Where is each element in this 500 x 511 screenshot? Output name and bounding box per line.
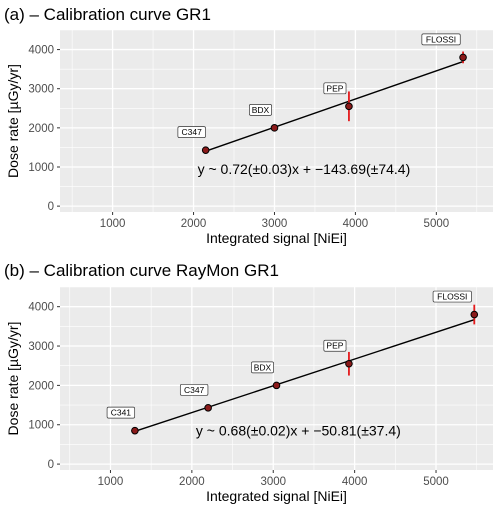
data-point	[201, 146, 210, 154]
y-axis-title: Dose rate [µGy/yr]	[5, 322, 21, 436]
x-tick-label: 2000	[181, 218, 207, 230]
point-label-box	[251, 361, 274, 374]
plot-panel	[60, 30, 493, 212]
data-point	[270, 124, 279, 132]
x-tick-label: 1000	[100, 218, 126, 230]
point-label: C347	[184, 385, 205, 395]
point-label-box	[177, 126, 206, 139]
point-label-box	[323, 339, 347, 352]
point-label: FLOSSI	[437, 292, 467, 302]
point-label-box	[249, 103, 272, 116]
data-point	[345, 102, 353, 111]
x-tick-label: 3000	[262, 218, 288, 230]
data-point	[459, 53, 467, 62]
y-tick-label: 4000	[28, 45, 54, 57]
x-tick-label: 4000	[342, 476, 368, 488]
point-label: BDX	[254, 362, 272, 372]
point-label: BDX	[252, 105, 270, 115]
x-axis-title: Integrated signal [NiEi]	[206, 230, 347, 246]
fit-equation: y ~ 0.68(±0.02)x + −50.81(±37.4)	[196, 423, 401, 439]
y-tick-label: 2000	[28, 380, 54, 392]
point-label-box	[106, 406, 136, 419]
fit-line	[134, 319, 475, 432]
point-label-box	[323, 82, 347, 95]
x-tick-label: 4000	[343, 218, 369, 230]
fit-line	[205, 60, 464, 152]
point-label: C341	[111, 408, 132, 418]
y-tick-label: 3000	[28, 84, 54, 96]
data-point	[204, 404, 212, 412]
y-axis-title: Dose rate [µGy/yr]	[5, 64, 21, 178]
y-tick-label: 1000	[28, 420, 54, 432]
y-tick-label: 2000	[28, 123, 54, 135]
x-tick-label: 2000	[179, 476, 205, 488]
x-tick-label: 1000	[98, 476, 124, 488]
point-label-box	[432, 290, 472, 303]
point-label: PEP	[326, 341, 343, 351]
chart-title: (b) – Calibration curve RayMon GR1	[4, 261, 279, 280]
x-axis-title: Integrated signal [NiEi]	[206, 488, 347, 504]
chart-title: (a) – Calibration curve GR1	[4, 5, 211, 24]
fit-equation: y ~ 0.72(±0.03)x + −143.69(±74.4)	[198, 161, 411, 177]
point-label: PEP	[326, 83, 343, 93]
data-point	[345, 359, 353, 368]
point-label-box	[421, 33, 461, 46]
x-tick-label: 5000	[424, 218, 450, 230]
point-label: C347	[182, 127, 203, 137]
x-tick-label: 3000	[260, 476, 286, 488]
y-tick-label: 4000	[28, 302, 54, 314]
y-tick-label: 0	[48, 459, 54, 471]
plot-panel	[60, 287, 493, 470]
point-label-box	[179, 383, 209, 396]
data-point	[470, 310, 479, 319]
data-point	[131, 426, 139, 435]
point-label: FLOSSI	[426, 34, 456, 44]
y-tick-label: 3000	[28, 341, 54, 353]
y-tick-label: 1000	[28, 162, 54, 174]
data-point	[272, 381, 281, 390]
y-tick-label: 0	[48, 201, 54, 213]
x-tick-label: 5000	[423, 476, 449, 488]
